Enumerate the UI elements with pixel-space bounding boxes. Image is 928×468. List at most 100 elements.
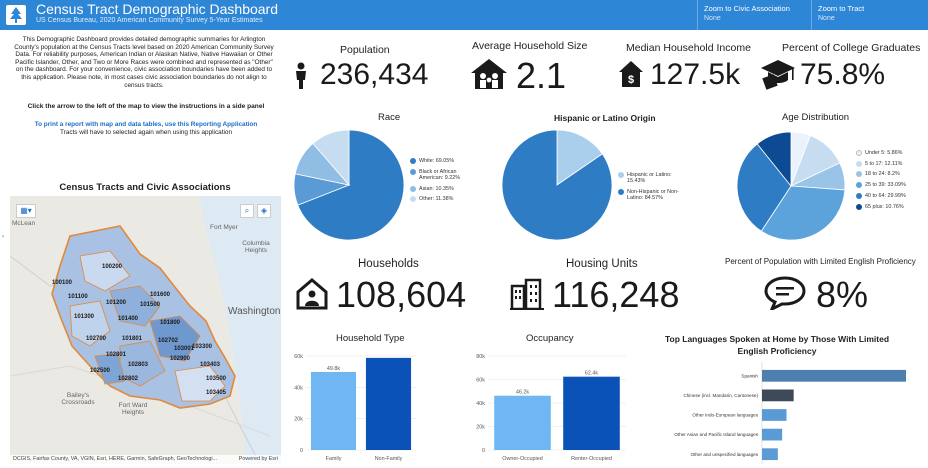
languages-chart-title: Top Languages Spoken at Home by Those Wi… [664,334,890,356]
map-label-baileys: Bailey's Crossroads [61,392,95,406]
kpi-college-value: 75.8% [800,58,886,91]
zoom-civic-label: Zoom to Civic Association [704,4,790,13]
pie-slice[interactable] [312,129,350,187]
bar-value-label: 62.4k [585,371,598,377]
tract-label: 102801 [106,352,127,358]
occupancy-title: Occupancy [526,333,574,344]
attribution-text: DCGIS, Fairfax County, VA, VGIN, Esri, H… [13,456,218,462]
category-label: Chinese (incl. Mandarin, Cantonese) [683,393,758,398]
map-label-fort-ward: Fort Ward Heights [118,402,148,416]
age-chart-title: Age Distribution [782,112,850,123]
y-tick-label: 20k [476,425,485,431]
potomac-river [200,196,281,464]
legend-item: Other: 11.38% [410,196,470,203]
kpi-households-value: 108,604 [336,274,467,315]
pie-slice[interactable] [756,131,792,188]
bar[interactable] [762,448,778,461]
occupancy-bar-chart[interactable]: 0 20k 40k 60k 80k 46.2k Owner-Occupied 62.4k Ren… [470,348,630,464]
bar[interactable] [310,371,357,450]
tree-logo-icon [6,5,26,25]
legend-swatch [618,188,624,195]
bar[interactable] [762,409,787,421]
search-icon[interactable]: ⌕ [240,204,254,218]
tract-label: 102700 [86,336,107,342]
pie-slice[interactable] [736,143,792,232]
buildings-icon [510,278,544,310]
x-tick-label: Non-Family [375,456,403,462]
bar[interactable] [494,395,551,450]
hispanic-chart-title: Hispanic or Latino Origin [554,113,656,123]
zoom-civic-selector[interactable]: Zoom to Civic Association None [697,0,811,30]
family-house-icon [471,59,507,89]
age-pie-chart[interactable] [735,130,847,242]
powered-by-esri[interactable]: Powered by Esri [238,456,278,462]
pie-slice[interactable] [501,129,613,241]
kpi-lep-title: Percent of Population with Limited Engli… [725,257,916,266]
bar[interactable] [365,357,412,450]
kpi-households-title: Households [358,258,419,270]
house-dollar-icon: $ [619,61,643,87]
intro-text: This Demographic Dashboard provides deta… [14,36,274,89]
tract-label: 100100 [52,280,73,286]
bar-value-label: 49.8k [327,366,340,372]
legend-item: Black or African American: 9.22% [410,168,470,181]
app-title: Census Tract Demographic Dashboard [36,1,279,17]
household-type-title: Household Type [336,333,405,344]
tract-label: 102802 [118,376,139,382]
y-tick-label: 80k [476,354,485,360]
tract-label: 102900 [170,356,191,362]
kpi-housing-units-value: 116,248 [552,274,680,315]
bar[interactable] [762,389,794,402]
graduation-cap-icon [761,60,795,90]
pie-slice[interactable] [297,129,405,241]
y-tick-label: 0 [300,448,303,454]
category-label: Other and unspecified languages [691,452,759,457]
zoom-civic-value: None [704,15,721,22]
tract-label: 101300 [74,314,95,320]
zoom-tract-selector[interactable]: Zoom to Tract None [811,0,928,30]
legend-item: Non-Hispanic or Non-Latino: 84.57% [618,188,686,201]
race-legend: White: 69.05% Black or African American:… [410,158,470,207]
side-panel-arrow-icon[interactable]: › [2,234,4,240]
y-tick-label: 60k [294,354,303,360]
map-view[interactable]: ▦▾ ⌕ ◈ McLean Fort Myer Columbia Heights… [10,196,281,464]
bar[interactable] [762,428,783,441]
layers-icon[interactable]: ◈ [257,204,271,218]
tract-label: 102500 [90,368,111,374]
y-tick-label: 0 [482,448,485,454]
speech-bubble-icon [764,276,806,310]
map-label-mclean: McLean [12,220,36,227]
kpi-income-value: 127.5k [650,58,741,91]
legend-swatch [856,203,862,210]
tract-label: 101400 [118,316,139,322]
legend-item: Hispanic or Latino: 15.43% [618,172,686,184]
legend-swatch [856,182,862,189]
x-tick-label: Family [326,456,342,462]
household-type-bar-chart[interactable]: 0 20k 40k 60k 49.8k Family Non-Family [288,348,420,464]
race-pie-chart[interactable] [292,128,406,242]
tract-label: 101600 [150,292,171,298]
hispanic-pie-chart[interactable] [500,128,614,242]
legend-swatch [410,196,416,203]
bar-value-label: 46.2k [516,390,529,396]
tract-label: 103300 [192,344,213,350]
legend-item: Under 5: 5.86% [856,150,922,156]
map-label-washington: Washington [228,306,281,317]
app-header: Census Tract Demographic Dashboard US Ce… [0,0,928,30]
basemap-layers-button[interactable]: ▦▾ [16,204,36,218]
kpi-population-value: 236,434 [320,58,429,91]
bar[interactable] [762,369,906,382]
languages-bar-chart[interactable]: Spanish Chinese (incl. Mandarin, Cantones… [646,362,918,464]
person-icon [296,62,306,89]
legend-swatch [856,160,862,167]
age-legend: Under 5: 5.86% 5 to 17: 12.11% 18 to 24:… [856,150,922,214]
bar[interactable] [563,376,620,450]
tract-label: 101801 [122,336,143,342]
tract-label: 103001 [174,346,195,352]
category-label: Other Asian and Pacific Island languages [674,432,758,437]
kpi-income-title: Median Household Income [626,42,751,54]
pie-slice[interactable] [556,129,603,186]
legend-swatch [856,192,862,199]
tract-label: 101800 [160,320,181,326]
reporting-app-link[interactable]: To print a report with map and data tabl… [34,121,258,128]
